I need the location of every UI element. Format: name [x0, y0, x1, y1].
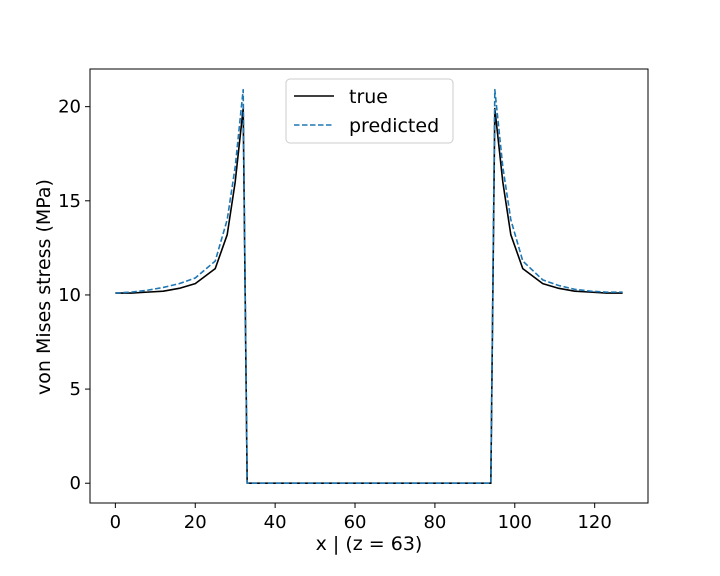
- y-tick-label: 20: [58, 97, 81, 118]
- plot-frame: [89, 68, 649, 504]
- y-tick-label: 0: [70, 473, 81, 494]
- legend-label-predicted: predicted: [349, 115, 439, 137]
- y-tick-label: 5: [70, 379, 81, 400]
- series-line-predicted: [115, 88, 623, 485]
- x-tick-label: 60: [344, 512, 367, 533]
- x-tick-label: 80: [423, 512, 446, 533]
- x-tick-label: 100: [498, 512, 532, 533]
- y-tick-label: 10: [58, 285, 81, 306]
- x-tick-label: 0: [110, 512, 121, 533]
- axes-frame: [89, 68, 649, 504]
- x-tick-label: 120: [577, 512, 611, 533]
- x-tick-label: 40: [264, 512, 287, 533]
- legend: true predicted: [285, 78, 454, 144]
- series-layer: [115, 88, 623, 485]
- y-tick-label: 15: [58, 191, 81, 212]
- legend-box: [285, 78, 454, 144]
- x-tick-label: 20: [184, 512, 207, 533]
- x-axis-label: x | (z = 63): [316, 533, 423, 555]
- y-axis-label: von Mises stress (MPa): [33, 179, 55, 395]
- ticks: 0 20 40 60 80 100 120 0 5 10 15 20: [58, 97, 612, 533]
- legend-label-true: true: [349, 86, 388, 108]
